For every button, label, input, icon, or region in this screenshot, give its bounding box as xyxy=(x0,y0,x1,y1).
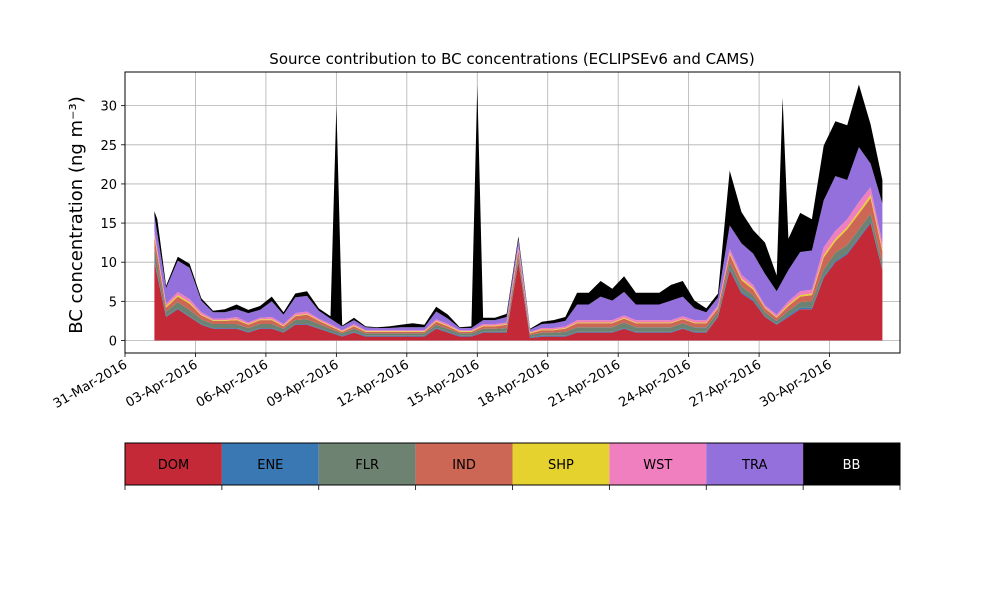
y-tick-label: 15 xyxy=(100,217,117,232)
x-tick-label: 03-Apr-2016 xyxy=(123,357,200,410)
legend-label-dom: DOM xyxy=(158,458,189,473)
x-tick-label: 15-Apr-2016 xyxy=(405,357,482,410)
y-axis-ticks: 0 5 10 15 20 25 30 xyxy=(100,100,125,349)
y-tick-label: 25 xyxy=(100,139,117,154)
y-tick-label: 20 xyxy=(100,178,117,193)
legend-label-shp: SHP xyxy=(548,458,574,473)
x-tick-label: 30-Apr-2016 xyxy=(757,357,834,410)
area-series-ind xyxy=(154,198,883,335)
x-tick-label: 21-Apr-2016 xyxy=(546,357,623,410)
x-tick-label: 09-Apr-2016 xyxy=(264,357,341,410)
chart-title: Source contribution to BC concentrations… xyxy=(269,50,754,68)
legend-colorbar: DOM ENE FLR IND SHP WST TRA BB xyxy=(124,442,901,490)
x-tick-label: 24-Apr-2016 xyxy=(617,357,694,410)
legend-swatch-dom xyxy=(125,443,222,485)
x-tick-label: 12-Apr-2016 xyxy=(335,357,412,410)
y-tick-label: 10 xyxy=(100,256,117,271)
legend-swatch-flr xyxy=(318,443,416,485)
y-axis-label: BC concentration (ng m⁻³) xyxy=(66,96,87,334)
legend-label-ene: ENE xyxy=(257,458,283,473)
legend-swatch-wst xyxy=(609,443,707,485)
legend-label-wst: WST xyxy=(643,458,672,473)
legend-label-ind: IND xyxy=(452,458,476,473)
x-tick-label: 31-Mar-2016 xyxy=(51,357,130,411)
x-tick-label: 06-Apr-2016 xyxy=(194,357,271,410)
plot-frame xyxy=(124,71,901,354)
legend-swatch-ind xyxy=(415,443,513,485)
x-tick-label: 18-Apr-2016 xyxy=(476,357,553,410)
area-series-dom xyxy=(154,223,883,341)
x-axis-ticks: 31-Mar-201603-Apr-201606-Apr-201609-Apr-… xyxy=(51,353,835,412)
x-tick-label: 27-Apr-2016 xyxy=(687,357,764,410)
legend-label-bb: BB xyxy=(843,458,861,473)
y-tick-label: 5 xyxy=(109,295,117,310)
legend-label-flr: FLR xyxy=(355,458,379,473)
legend-frame xyxy=(124,442,901,486)
legend-swatch-bb xyxy=(803,443,900,485)
area-series-flr xyxy=(154,213,883,338)
axes xyxy=(124,71,901,354)
legend-swatch-tra xyxy=(706,443,804,485)
legend-swatch-ene xyxy=(221,443,319,485)
y-tick-label: 30 xyxy=(100,100,117,115)
legend-swatch-shp xyxy=(512,443,610,485)
stacked-areas xyxy=(154,84,883,341)
legend-label-tra: TRA xyxy=(741,458,767,473)
area-series-bb xyxy=(154,84,883,330)
y-tick-label: 0 xyxy=(109,334,117,349)
